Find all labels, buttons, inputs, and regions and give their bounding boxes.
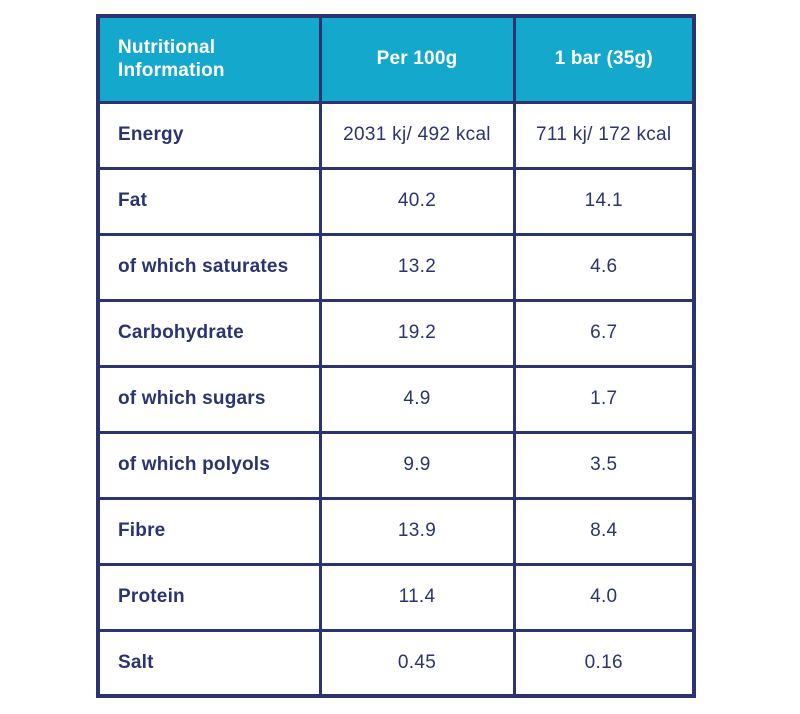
table-row-fat: Fat 40.2 14.1 — [96, 166, 696, 236]
header-cell-nutritional-information: Nutritional Information — [96, 14, 322, 104]
value-per-100g: 13.2 — [318, 232, 516, 302]
table-row-of-which-polyols: of which polyols 9.9 3.5 — [96, 430, 696, 500]
value-per-100g: 2031 kj/ 492 kcal — [318, 100, 516, 170]
row-label: Fat — [96, 166, 322, 236]
value-per-100g: 13.9 — [318, 496, 516, 566]
row-label: of which saturates — [96, 232, 322, 302]
value-per-bar: 6.7 — [512, 298, 696, 368]
row-label: Protein — [96, 562, 322, 632]
value-per-100g: 9.9 — [318, 430, 516, 500]
row-label: Carbohydrate — [96, 298, 322, 368]
table-row-energy: Energy 2031 kj/ 492 kcal 711 kj/ 172 kca… — [96, 100, 696, 170]
header-cell-per-100g: Per 100g — [318, 14, 516, 104]
value-per-100g: 0.45 — [318, 628, 516, 698]
header-row: Nutritional Information Per 100g 1 bar (… — [96, 14, 696, 104]
value-per-bar: 8.4 — [512, 496, 696, 566]
table-row-fibre: Fibre 13.9 8.4 — [96, 496, 696, 566]
value-per-100g: 11.4 — [318, 562, 516, 632]
value-per-bar: 4.6 — [512, 232, 696, 302]
value-per-bar: 4.0 — [512, 562, 696, 632]
table-row-of-which-saturates: of which saturates 13.2 4.6 — [96, 232, 696, 302]
table-row-of-which-sugars: of which sugars 4.9 1.7 — [96, 364, 696, 434]
row-label: Energy — [96, 100, 322, 170]
row-label: of which sugars — [96, 364, 322, 434]
value-per-bar: 1.7 — [512, 364, 696, 434]
value-per-bar: 14.1 — [512, 166, 696, 236]
row-label: Fibre — [96, 496, 322, 566]
value-per-bar: 3.5 — [512, 430, 696, 500]
row-label: Salt — [96, 628, 322, 698]
row-label: of which polyols — [96, 430, 322, 500]
value-per-100g: 19.2 — [318, 298, 516, 368]
table-row-carbohydrate: Carbohydrate 19.2 6.7 — [96, 298, 696, 368]
table-row-protein: Protein 11.4 4.0 — [96, 562, 696, 632]
value-per-100g: 4.9 — [318, 364, 516, 434]
header-cell-1-bar-35g: 1 bar (35g) — [512, 14, 696, 104]
value-per-100g: 40.2 — [318, 166, 516, 236]
table-row-salt: Salt 0.45 0.16 — [96, 628, 696, 698]
value-per-bar: 711 kj/ 172 kcal — [512, 100, 696, 170]
nutrition-table: Nutritional Information Per 100g 1 bar (… — [96, 14, 696, 698]
value-per-bar: 0.16 — [512, 628, 696, 698]
